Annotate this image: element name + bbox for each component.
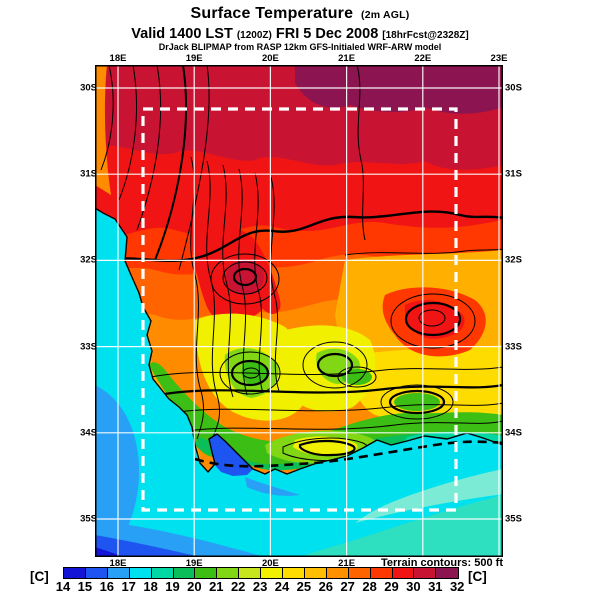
colorbar-tick-24: 24	[274, 579, 290, 594]
colorbar-tick-19: 19	[165, 579, 180, 594]
colorbar-cell-31	[435, 567, 460, 579]
lon-label-top-22E: 22E	[414, 53, 432, 64]
colorbar-tick-30: 30	[406, 579, 421, 594]
colorbar-unit-left: [C]	[30, 569, 49, 584]
colorbar-cell-24	[282, 567, 306, 579]
lat-label-left-32S: 32S	[80, 254, 97, 266]
colorbar-tick-32: 32	[449, 579, 465, 594]
lon-label-bottom-18E: 18E	[109, 558, 127, 569]
colorbar-tick-20: 20	[187, 579, 202, 594]
colorbar-cell-21	[216, 567, 241, 579]
lat-label-left-34S: 34S	[80, 427, 97, 439]
colorbar-tick-23: 23	[252, 579, 268, 594]
lon-label-bottom-20E: 20E	[261, 558, 279, 569]
lon-label-top-18E: 18E	[109, 53, 127, 64]
map-frame	[95, 65, 503, 557]
colorbar-tick-15: 15	[77, 579, 93, 594]
colorbar-tick-26: 26	[318, 579, 334, 594]
weather-map	[95, 65, 503, 557]
lat-label-right-32S: 32S	[505, 254, 522, 266]
colorbar-tick-25: 25	[296, 579, 312, 594]
colorbar-tick-18: 18	[143, 579, 158, 594]
lon-label-top-19E: 19E	[185, 53, 203, 64]
colorbar-tick-16: 16	[99, 579, 115, 594]
lon-label-top-23E: 23E	[490, 53, 508, 64]
lat-label-right-35S: 35S	[505, 513, 522, 525]
colorbar-cell-18	[150, 567, 175, 579]
lon-label-top-20E: 20E	[261, 53, 279, 64]
colorbar-cell-17	[128, 567, 153, 579]
terrain-note: Terrain contours: 500 ft	[380, 557, 503, 569]
lon-label-bottom-19E: 19E	[185, 558, 203, 569]
model-domain-box	[141, 107, 458, 512]
colorbar-tick-22: 22	[230, 579, 246, 594]
colorbar-unit-right: [C]	[468, 569, 487, 584]
colorbar-cell-15	[84, 567, 109, 579]
subtitle-part-2: FRI 5 Dec 2008	[271, 26, 383, 42]
lat-label-left-30S: 30S	[80, 82, 97, 94]
lon-label-bottom-21E: 21E	[338, 558, 356, 569]
lat-label-right-33S: 33S	[505, 341, 522, 353]
colorbar-tick-28: 28	[362, 579, 377, 594]
title-suffix-text: (2m AGL)	[361, 9, 410, 21]
lat-label-left-35S: 35S	[80, 513, 97, 525]
subtitle-part-1: (1200Z)	[236, 30, 272, 41]
page-title: Surface Temperature (2m AGL)	[0, 5, 600, 23]
lon-label-top-21E: 21E	[338, 53, 356, 64]
lat-label-right-30S: 30S	[505, 82, 522, 94]
lat-label-left-31S: 31S	[80, 168, 97, 180]
colorbar-tick-27: 27	[340, 579, 355, 594]
colorbar-tick-29: 29	[384, 579, 399, 594]
colorbar-tick-21: 21	[209, 579, 224, 594]
title-main: Surface Temperature	[190, 5, 354, 22]
south-coast-dashed-contour	[194, 440, 503, 468]
coastline	[95, 207, 503, 475]
subtitle-part-0: Valid 1400 LST	[131, 26, 237, 42]
colorbar-tick-17: 17	[121, 579, 136, 594]
colorbar-cell-25	[303, 567, 328, 579]
graticule	[95, 65, 503, 557]
colorbar-tick-31: 31	[428, 579, 443, 594]
colorbar-cell-22	[238, 567, 263, 579]
valid-time-line: Valid 1400 LST (1200Z) FRI 5 Dec 2008 [1…	[0, 25, 600, 43]
lat-label-right-34S: 34S	[505, 427, 522, 439]
lat-label-right-31S: 31S	[505, 168, 522, 180]
subtitle-part-3: [18hrFcst@2328Z]	[382, 30, 469, 41]
colorbar-cell-14	[63, 567, 87, 579]
model-attribution: DrJack BLIPMAP from RASP 12km GFS-Initia…	[158, 42, 442, 52]
lat-label-left-33S: 33S	[80, 341, 97, 353]
colorbar-tick-14: 14	[55, 579, 71, 594]
